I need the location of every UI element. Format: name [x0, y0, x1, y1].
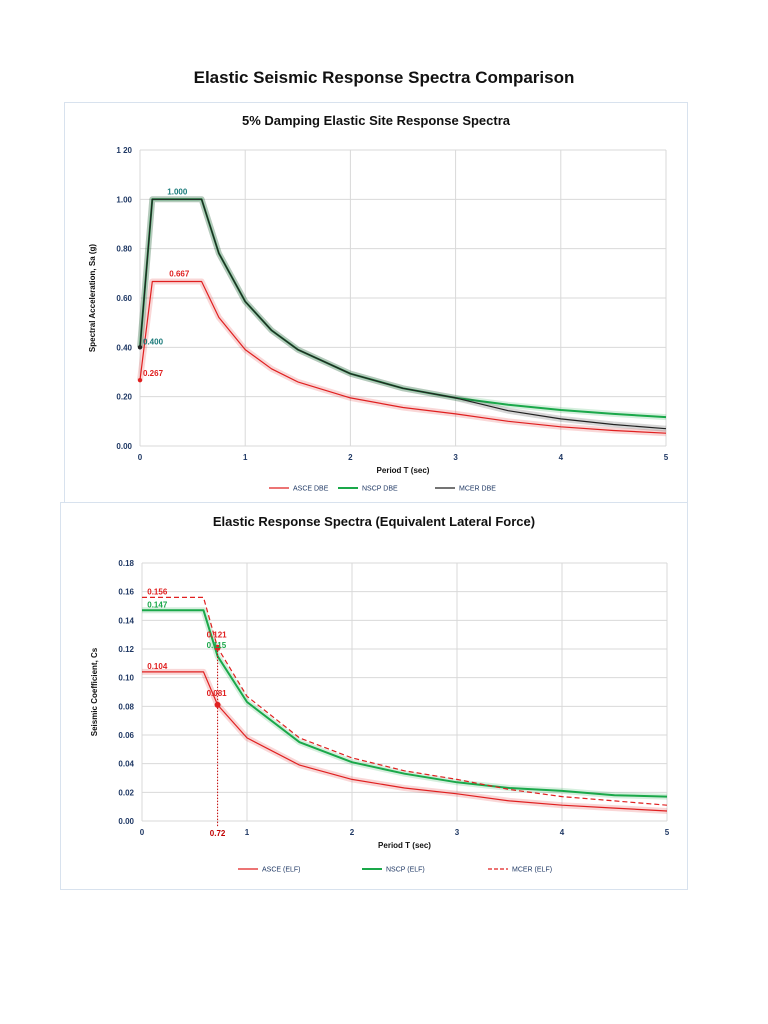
y-tick-label: 0.12 [118, 645, 134, 654]
series-line-nscp-dbe [139, 198, 667, 419]
chart-title: 5% Damping Elastic Site Response Spectra [241, 113, 511, 128]
data-label: 0.400 [143, 337, 164, 346]
x-tick-label: 1 [245, 828, 250, 837]
data-label: 0.121 [207, 631, 228, 640]
data-point-marker [137, 377, 143, 383]
x-tick-label: 0 [140, 828, 145, 837]
series-line-mcer-elf [142, 596, 668, 806]
y-tick-label: 0.60 [116, 294, 132, 303]
y-tick-label: 0.02 [118, 788, 134, 797]
series-line-mcer-dbe [139, 198, 667, 430]
data-label: 0.267 [143, 369, 164, 378]
site-response-chart: 0.00 0.20 0.40 0.60 0.80 1.00 1 20 0 1 2 3 4 5 Period… [88, 146, 669, 493]
y-tick-label: 0.18 [118, 559, 134, 568]
data-label: 0.115 [207, 641, 227, 650]
y-tick-label: 0.16 [118, 588, 134, 597]
y-tick-label: 0.14 [118, 616, 134, 625]
legend-label: ASCE DBE [293, 486, 329, 493]
x-tick-label: 5 [665, 828, 670, 837]
data-point-marker [137, 345, 143, 350]
y-tick-label: 0.00 [116, 442, 132, 451]
data-label: 0.104 [147, 662, 168, 671]
x-axis-label: Period T (sec) [377, 466, 430, 475]
y-tick-label: 1 20 [116, 146, 132, 155]
x-tick-label: 4 [560, 828, 565, 837]
x-tick-label: 2 [350, 828, 355, 837]
data-label: 0.156 [147, 587, 168, 596]
period-marker-label: 0.72 [210, 829, 226, 838]
y-tick-label: 0.10 [118, 674, 134, 683]
data-label: 0.081 [207, 689, 228, 698]
y-axis-label: Seismic Coefficient, Cs [90, 647, 99, 736]
chart-title: Elastic Response Spectra (Equivalent Lat… [212, 514, 536, 529]
chart-panel-elf: Elastic Response Spectra (Equivalent Lat… [60, 502, 688, 890]
x-tick-label: 4 [559, 453, 564, 462]
x-tick-label: 5 [664, 453, 669, 462]
data-label: 0.667 [169, 269, 190, 278]
legend-label: NSCP (ELF) [386, 867, 425, 874]
legend-label: NSCP DBE [362, 486, 398, 493]
y-tick-label: 0.80 [116, 245, 132, 254]
data-point-marker [214, 701, 221, 708]
x-tick-label: 3 [455, 828, 460, 837]
legend-label: MCER (ELF) [512, 867, 552, 874]
x-tick-label: 2 [348, 453, 353, 462]
x-axis-label: Period T (sec) [378, 841, 431, 850]
y-axis-label: Spectral Acceleration, Sa (g) [88, 244, 97, 353]
series-line-nscp-dbe-glow [137, 196, 667, 421]
elf-chart: 0.00 0.02 0.04 0.06 0.08 0.10 0.12 0.14 0.16 0.18… [90, 559, 670, 874]
x-tick-label: 1 [243, 453, 248, 462]
data-point-marker [214, 644, 221, 651]
legend-label: ASCE (ELF) [262, 867, 301, 874]
chart-panel-site-response: 5% Damping Elastic Site Response Spectra… [64, 102, 688, 504]
page-title: Elastic Seismic Response Spectra Compari… [193, 68, 575, 87]
x-tick-label: 0 [138, 453, 143, 462]
legend-label: MCER DBE [459, 486, 496, 493]
y-tick-label: 0.08 [118, 702, 134, 711]
y-tick-label: 0.04 [118, 760, 134, 769]
y-tick-label: 1.00 [116, 195, 132, 204]
y-tick-label: 0.06 [118, 731, 134, 740]
data-label: 1.000 [167, 187, 188, 196]
x-tick-label: 3 [453, 453, 458, 462]
y-tick-label: 0.40 [116, 343, 132, 352]
y-tick-label: 0.00 [118, 817, 134, 826]
data-label: 0.147 [147, 600, 168, 609]
y-tick-label: 0.20 [116, 393, 132, 402]
series-line-asce-dbe [139, 280, 667, 434]
series-line-asce-elf [142, 671, 668, 812]
